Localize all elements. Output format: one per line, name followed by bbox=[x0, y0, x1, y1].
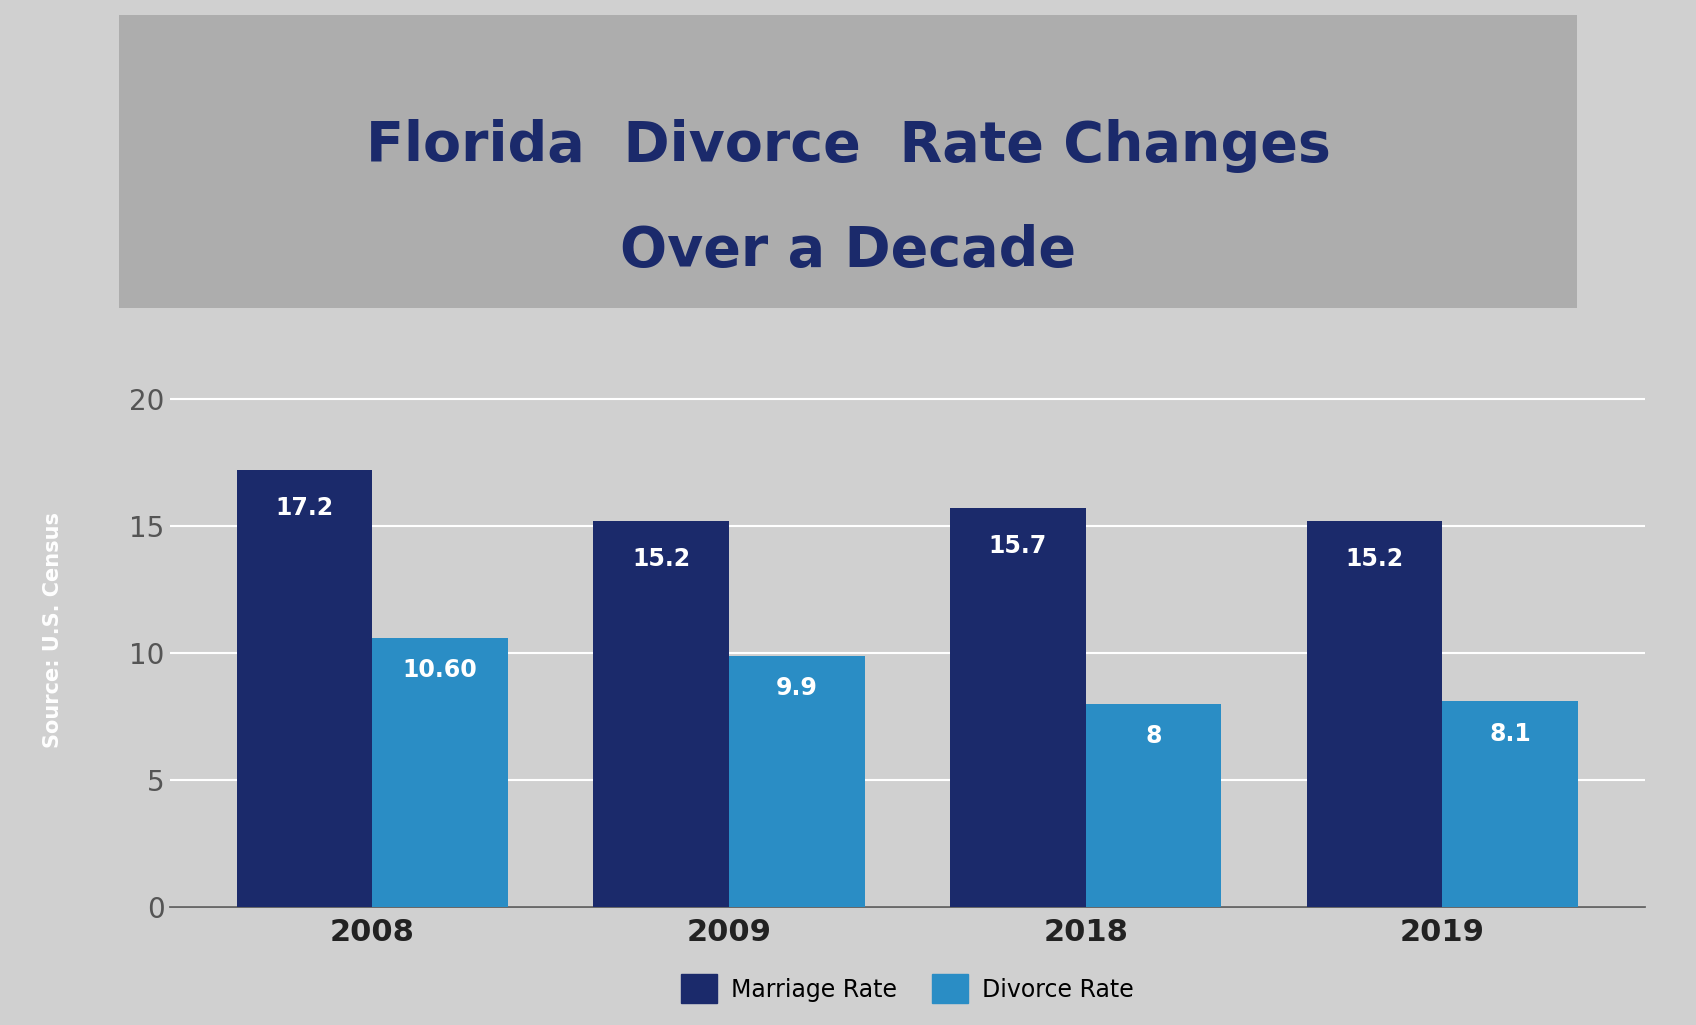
Text: Florida  Divorce  Rate Changes: Florida Divorce Rate Changes bbox=[366, 119, 1330, 172]
Bar bbox=[594, 521, 729, 907]
Bar bbox=[950, 508, 1085, 907]
Text: 8: 8 bbox=[1145, 725, 1162, 748]
Bar bbox=[729, 656, 865, 907]
Bar bbox=[237, 470, 371, 907]
Bar bbox=[1308, 521, 1443, 907]
Bar bbox=[1085, 704, 1221, 907]
Text: Source: U.S. Census: Source: U.S. Census bbox=[42, 512, 63, 748]
Bar bbox=[371, 638, 507, 907]
Text: 17.2: 17.2 bbox=[275, 496, 334, 520]
Text: 15.2: 15.2 bbox=[633, 546, 690, 571]
Text: 15.7: 15.7 bbox=[989, 534, 1046, 558]
Text: 10.60: 10.60 bbox=[402, 658, 477, 683]
Text: Over a Decade: Over a Decade bbox=[621, 224, 1075, 278]
Legend: Marriage Rate, Divorce Rate: Marriage Rate, Divorce Rate bbox=[672, 965, 1143, 1013]
Bar bbox=[1443, 701, 1577, 907]
Text: 9.9: 9.9 bbox=[775, 676, 817, 700]
Text: 8.1: 8.1 bbox=[1489, 722, 1531, 746]
Text: 15.2: 15.2 bbox=[1345, 546, 1404, 571]
